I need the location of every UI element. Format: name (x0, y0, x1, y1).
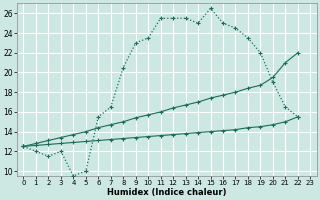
X-axis label: Humidex (Indice chaleur): Humidex (Indice chaleur) (107, 188, 227, 197)
